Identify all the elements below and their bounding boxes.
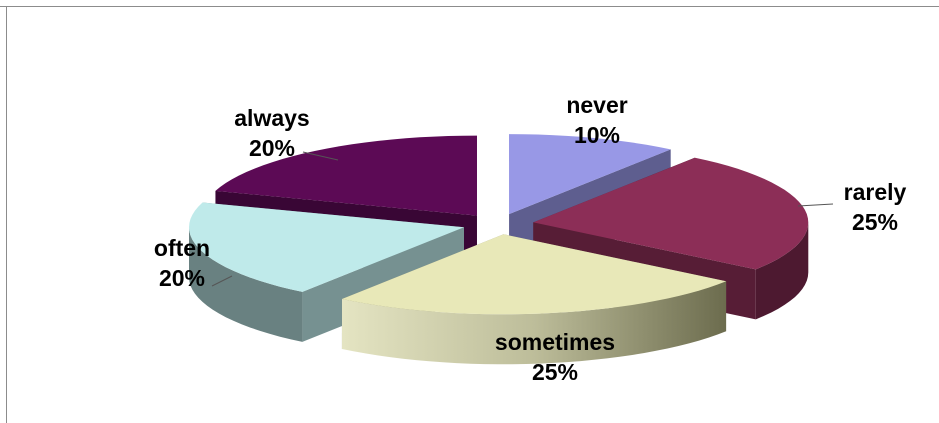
slice-top-never [509,134,671,215]
slice-top-rarely [533,157,809,270]
slice-label-rarely: rarely [844,179,907,205]
leader-line-always [302,151,339,161]
slice-label-always: always [234,105,309,131]
slice-value-sometimes: 25% [532,359,578,385]
slice-value-never: 10% [574,122,620,148]
slice-value-always: 20% [249,135,295,161]
slice-value-rarely: 25% [852,209,898,235]
slice-top-sometimes [342,234,727,315]
slice-top-often [189,202,464,292]
slice-label-never: never [566,92,627,118]
slice-value-often: 20% [159,265,205,291]
leader-line-often [211,275,233,287]
slice-label-sometimes: sometimes [495,329,615,355]
slice-side-often-0 [189,227,303,342]
slices-layer [189,134,809,365]
slice-label-often: often [154,235,210,261]
leader-line-rarely [797,203,834,207]
labels-layer: never 10% rarely 25% sometimes 25% often 20% alw… [154,92,907,385]
slice-side-rarely-0 [755,222,809,320]
slice-side-sometimes-0 [342,281,727,365]
slice-sometimes [341,234,727,365]
slice-top-always [215,135,477,216]
